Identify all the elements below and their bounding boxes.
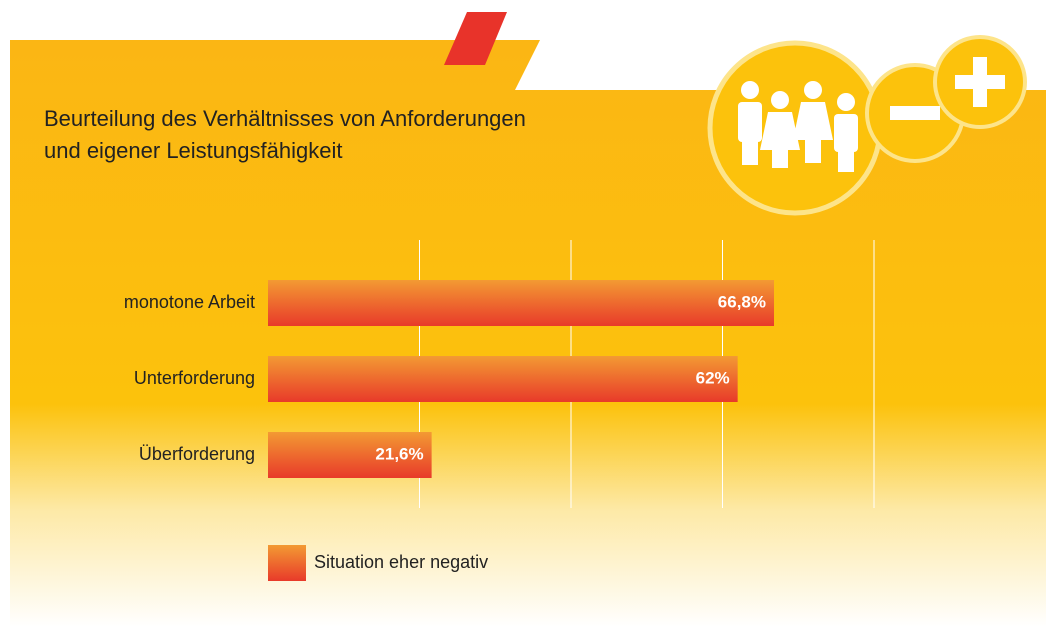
bar (268, 356, 738, 402)
bar (268, 432, 432, 478)
y-tick-label: Unterforderung (134, 368, 255, 388)
red-tab (444, 12, 507, 65)
bar (268, 280, 775, 326)
data-label: 62% (696, 368, 730, 387)
legend-swatch (268, 545, 306, 581)
chart-title: und eigener Leistungsfähigkeit (44, 138, 342, 163)
y-tick-label: monotone Arbeit (124, 292, 255, 312)
data-label: 66,8% (718, 292, 766, 311)
icon (707, 35, 1027, 216)
y-tick-label: Überforderung (139, 444, 255, 464)
legend-label: Situation eher negativ (314, 552, 488, 572)
chart-title: Beurteilung des Verhältnisses von Anford… (44, 106, 526, 131)
data-label: 21,6% (375, 444, 423, 463)
